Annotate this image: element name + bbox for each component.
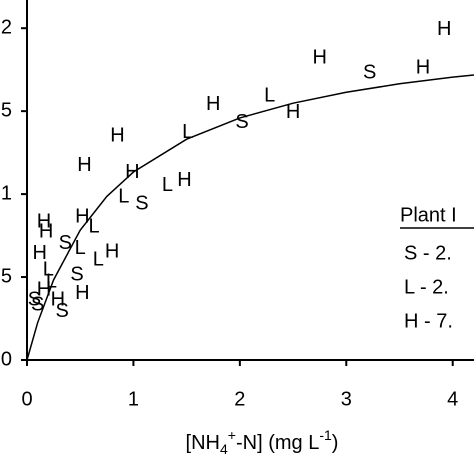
point: H (110, 124, 124, 146)
point: S (135, 192, 148, 214)
legend-entry: S - 2. (404, 242, 452, 264)
point: H (75, 282, 89, 304)
point: H (37, 279, 51, 301)
x-label-part: ) (332, 432, 339, 454)
x-tick-label: 4 (447, 388, 458, 410)
point: S (31, 294, 44, 316)
y-tick-label: 1 (1, 182, 12, 204)
x-label-part: 4 (220, 441, 228, 457)
point: H (33, 242, 47, 264)
fit-curve (26, 74, 474, 361)
x-tick-label: 2 (234, 388, 245, 410)
y-tick-label: 2 (1, 16, 12, 38)
point: S (70, 264, 83, 286)
point: L (75, 237, 86, 259)
x-label-part: -1 (319, 427, 332, 443)
point: L (46, 270, 57, 292)
point: H (437, 18, 451, 40)
legend-entry: L - 2. (404, 276, 449, 298)
x-label-part: -N] (mg L (236, 432, 319, 454)
y-tick-label: 0.5 (0, 265, 12, 287)
point: S (28, 289, 41, 311)
point: H (37, 211, 51, 233)
point: L (162, 174, 173, 196)
point: L (88, 216, 99, 238)
y-tick-label: 0 (1, 348, 12, 370)
x-tick-label: 3 (341, 388, 352, 410)
point: L (93, 249, 104, 271)
x-tick-label: 1 (128, 388, 139, 410)
point: H (77, 154, 91, 176)
point: S (363, 61, 376, 83)
x-label-part: [NH (186, 432, 220, 454)
point: L (43, 259, 54, 281)
point: H (105, 240, 119, 262)
point: S (55, 300, 68, 322)
point: L (264, 85, 275, 107)
point: L (118, 186, 129, 208)
x-tick-label: 0 (21, 388, 32, 410)
point: H (177, 169, 191, 191)
point: H (286, 101, 300, 123)
point: L (182, 121, 193, 143)
point: H (39, 221, 53, 243)
legend-bg (392, 200, 474, 340)
point: S (235, 111, 248, 133)
x-label-part: + (228, 427, 236, 443)
point: H (51, 289, 65, 311)
point: H (312, 46, 326, 68)
y-tick-label: 1.5 (0, 99, 12, 121)
point: H (125, 161, 139, 183)
x-axis-label: [NH4+-N] (mg L-1) (186, 427, 339, 457)
point: H (206, 93, 220, 115)
point: S (59, 232, 72, 254)
point: H (75, 206, 89, 228)
point: H (416, 56, 430, 78)
legend-entry: H - 7. (404, 310, 453, 332)
legend-title: Plant I (400, 204, 457, 226)
